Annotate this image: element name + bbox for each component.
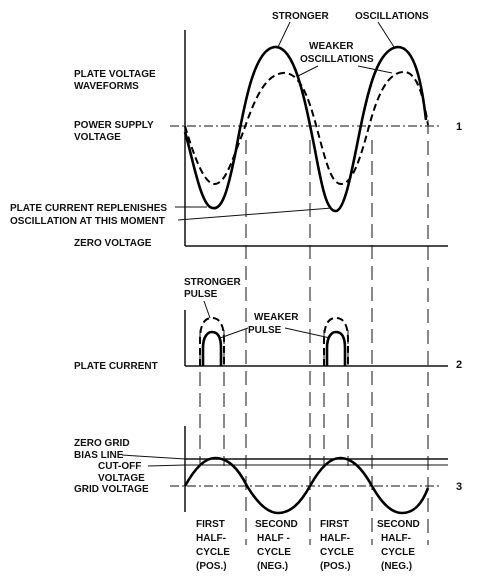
weaker-label: WEAKER bbox=[309, 41, 354, 52]
half-cycle-label-3: FIRST HALF- CYCLE (POS.) bbox=[320, 519, 354, 572]
power-supply-label: POWER SUPPLY bbox=[74, 120, 154, 131]
half-cycle-label-4: SECOND HALF- CYCLE (NEG.) bbox=[377, 519, 420, 572]
half-cycle-1-line4: (POS.) bbox=[196, 561, 227, 572]
stronger-pulse-leader bbox=[203, 300, 211, 319]
weaker-pulse-label-2: PULSE bbox=[248, 325, 282, 336]
stronger-pulse-1 bbox=[199, 316, 225, 366]
weaker-pulse-leader-2 bbox=[284, 327, 331, 339]
grid-voltage-label: GRID VOLTAGE bbox=[74, 484, 149, 495]
stronger-pulse-label-2: PULSE bbox=[184, 289, 218, 300]
weaker-oscillations-label: OSCILLATIONS bbox=[300, 54, 374, 65]
half-cycle-1-line2: HALF- bbox=[196, 533, 226, 544]
half-cycle-4-line3: CYCLE bbox=[381, 547, 415, 558]
half-cycle-4-line1: SECOND bbox=[377, 519, 420, 530]
weaker-pulse-2 bbox=[325, 330, 347, 366]
half-cycle-1-line1: FIRST bbox=[196, 519, 225, 530]
stronger-leader-line bbox=[277, 21, 291, 48]
cutoff-label: CUT-OFF bbox=[98, 461, 141, 472]
weaker-pulse-1 bbox=[201, 330, 223, 366]
waveforms-label: WAVEFORMS bbox=[74, 81, 139, 92]
half-cycle-4-line4: (NEG.) bbox=[381, 561, 412, 572]
half-cycle-3-line3: CYCLE bbox=[320, 547, 354, 558]
half-cycle-label-1: FIRST HALF- CYCLE (POS.) bbox=[196, 519, 230, 572]
line-number-1: 1 bbox=[456, 121, 462, 133]
half-cycle-2-line3: CYCLE bbox=[257, 547, 291, 558]
replenish-moment-label: OSCILLATION AT THIS MOMENT bbox=[10, 216, 165, 227]
replenish-label: PLATE CURRENT REPLENISHES bbox=[10, 203, 167, 214]
half-cycle-3-line1: FIRST bbox=[320, 519, 349, 530]
replenish-leader-line-2 bbox=[177, 207, 333, 221]
half-cycle-1-line3: CYCLE bbox=[196, 547, 230, 558]
plate-voltage-label: PLATE VOLTAGE bbox=[74, 69, 156, 80]
stronger-oscillation-waveform bbox=[183, 45, 428, 213]
zero-voltage-label: ZERO VOLTAGE bbox=[74, 238, 152, 249]
bias-line-leader bbox=[121, 454, 186, 460]
weaker-pulse-label: WEAKER bbox=[254, 312, 299, 323]
line-number-3: 3 bbox=[456, 481, 462, 493]
half-cycle-3-line2: HALF- bbox=[320, 533, 350, 544]
cutoff-voltage-label: VOLTAGE bbox=[98, 473, 145, 484]
half-cycle-label-2: SECOND HALF - CYCLE (NEG.) bbox=[255, 519, 298, 572]
half-cycle-2-line4: (NEG.) bbox=[257, 561, 288, 572]
weaker-pulse-leader-1 bbox=[219, 327, 249, 339]
stronger-pulse-label: STRONGER bbox=[184, 277, 241, 288]
power-supply-voltage-label: VOLTAGE bbox=[74, 132, 121, 143]
half-cycle-2-line1: SECOND bbox=[255, 519, 298, 530]
zero-grid-label: ZERO GRID bbox=[74, 438, 130, 449]
weaker-leader-line-2 bbox=[357, 65, 393, 74]
line-number-2: 2 bbox=[456, 359, 462, 371]
oscillations-leader-line bbox=[377, 21, 395, 48]
half-cycle-4-line2: HALF- bbox=[381, 533, 411, 544]
stronger-label: STRONGER bbox=[272, 11, 329, 22]
stronger-pulse-2 bbox=[323, 316, 349, 366]
oscillations-label: OSCILLATIONS bbox=[355, 11, 429, 22]
weaker-leader-line bbox=[297, 65, 319, 77]
half-cycle-3-line4: (POS.) bbox=[320, 561, 351, 572]
bias-line-label: BIAS LINE bbox=[74, 450, 124, 461]
half-cycle-2-line2: HALF - bbox=[257, 533, 290, 544]
weaker-oscillation-waveform bbox=[184, 70, 429, 185]
cutoff-leader bbox=[147, 464, 186, 467]
plate-current-label: PLATE CURRENT bbox=[74, 361, 158, 372]
